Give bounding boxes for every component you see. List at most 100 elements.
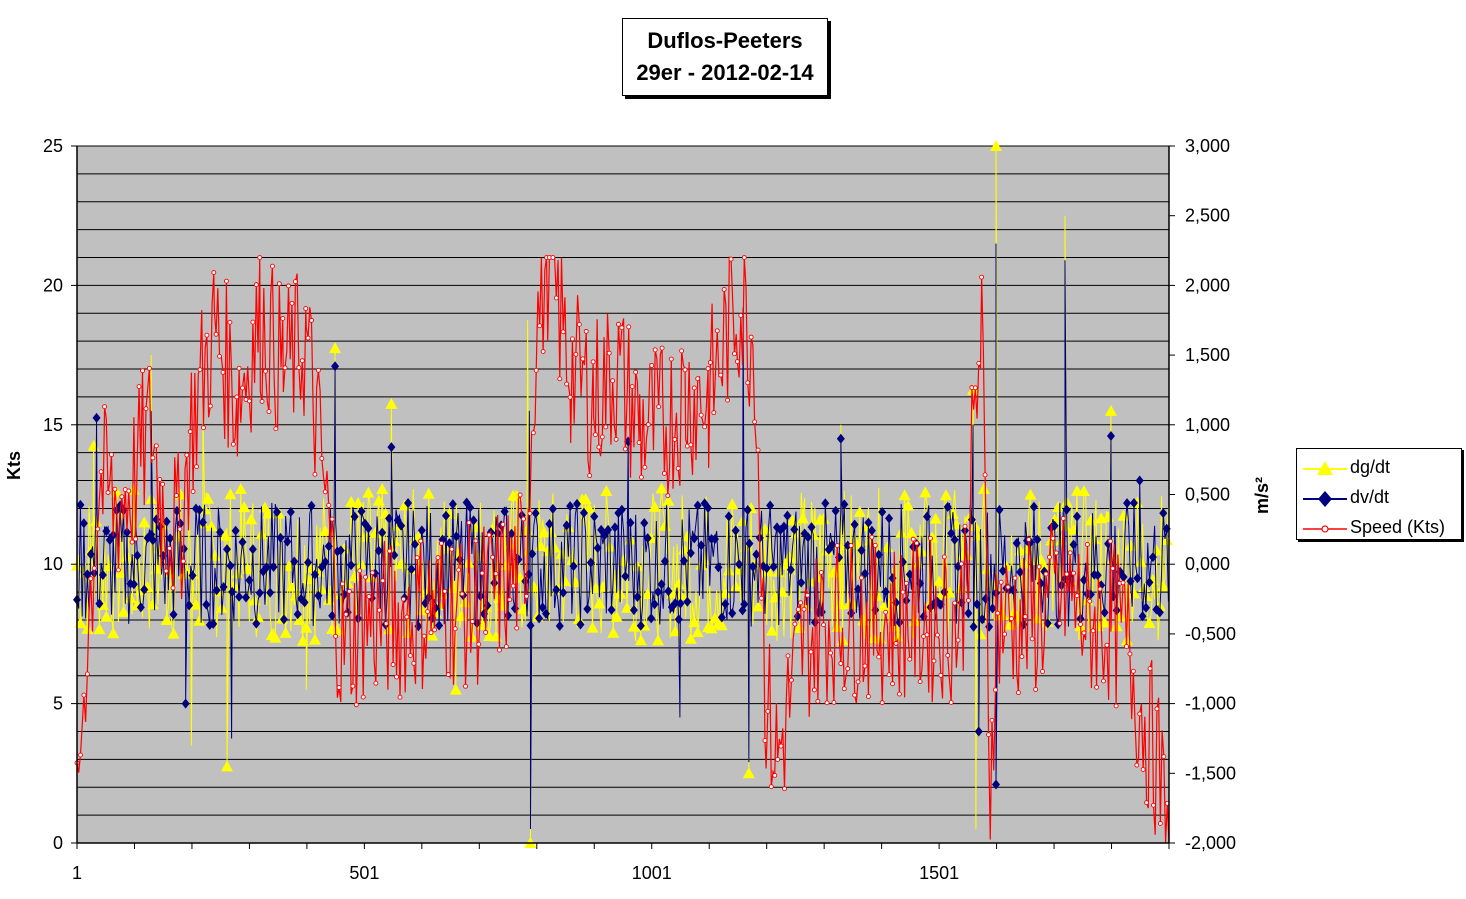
dv-point xyxy=(79,518,88,529)
speed-point xyxy=(931,658,937,664)
dg-point xyxy=(279,626,292,638)
dv-point xyxy=(448,499,457,510)
dg-point xyxy=(565,554,578,566)
dv-point xyxy=(331,361,340,372)
dv-point xyxy=(828,539,837,550)
dv-point xyxy=(721,599,730,610)
dv-point xyxy=(836,433,845,444)
speed-point xyxy=(486,532,492,538)
dg-point xyxy=(1052,501,1065,513)
dv-point xyxy=(840,499,849,510)
speed-point xyxy=(1022,614,1028,619)
speed-point xyxy=(682,367,688,373)
speed-point xyxy=(177,526,183,532)
speed-point xyxy=(569,336,575,342)
dg-point xyxy=(193,614,206,626)
speed-point xyxy=(986,732,991,738)
dv-point xyxy=(307,500,316,511)
speed-point xyxy=(615,321,621,327)
dg-point xyxy=(648,500,661,512)
speed-point xyxy=(1161,754,1167,760)
speed-point xyxy=(204,332,210,338)
speed-point xyxy=(236,365,242,371)
dv-point xyxy=(552,584,561,595)
speed-point xyxy=(537,323,543,329)
speed-point xyxy=(269,263,275,269)
dg-point xyxy=(1084,514,1097,526)
dg-point xyxy=(308,633,321,645)
dg-point xyxy=(372,494,385,506)
legend-speed-marker xyxy=(1303,525,1347,533)
dv-point xyxy=(762,563,771,574)
dv-point xyxy=(231,525,240,536)
dg-point xyxy=(234,482,247,494)
plot-area xyxy=(77,146,1169,843)
speed-point xyxy=(421,633,427,639)
speed-point xyxy=(834,543,840,548)
speed-point xyxy=(1067,550,1073,556)
speed-point xyxy=(194,464,199,470)
speed-line xyxy=(76,256,1170,844)
dv-point xyxy=(350,511,359,522)
dg-point xyxy=(902,499,915,511)
speed-point xyxy=(1104,642,1110,648)
speed-point xyxy=(510,583,516,589)
dv-point xyxy=(943,501,952,512)
speed-point xyxy=(1151,802,1156,808)
dv-point xyxy=(690,533,699,544)
dv-point xyxy=(579,507,588,518)
dv-point xyxy=(1119,571,1128,582)
speed-point xyxy=(445,672,451,677)
speed-point xyxy=(1094,684,1100,690)
speed-point xyxy=(824,700,830,706)
dv-point xyxy=(569,561,578,572)
dv-point xyxy=(531,508,540,519)
dg-point xyxy=(110,486,123,498)
dv-point xyxy=(548,503,557,514)
speed-point xyxy=(772,772,778,778)
dg-point xyxy=(255,527,268,539)
speed-point xyxy=(955,637,961,643)
dg-point xyxy=(793,622,806,634)
dv-point xyxy=(228,586,237,597)
dv-point xyxy=(735,559,744,570)
dv-line xyxy=(76,243,1169,830)
speed-point xyxy=(282,365,288,371)
speed-point xyxy=(573,351,579,357)
speed-point xyxy=(714,328,720,334)
dv-point xyxy=(566,501,575,512)
speed-point xyxy=(257,255,263,260)
y-axis-left-title: Kts xyxy=(4,450,24,480)
speed-point xyxy=(167,545,172,551)
dg-point xyxy=(834,598,847,610)
series-speed xyxy=(74,255,1170,844)
dv-point xyxy=(1016,567,1025,578)
speed-point xyxy=(197,367,203,373)
dv-point xyxy=(417,525,426,536)
dg-point xyxy=(352,497,365,509)
y-right-tick-label: -1,500 xyxy=(1185,763,1236,783)
dv-point xyxy=(545,519,554,530)
dv-point xyxy=(166,533,175,544)
dg-point xyxy=(853,505,866,517)
speed-point xyxy=(879,700,885,706)
speed-point xyxy=(500,521,506,527)
speed-point xyxy=(1107,538,1113,544)
dv-point xyxy=(92,412,101,423)
speed-point xyxy=(945,652,951,658)
speed-point xyxy=(798,600,804,606)
dg-point xyxy=(1117,509,1130,521)
dv-point xyxy=(804,532,813,543)
speed-point xyxy=(140,368,145,374)
dv-point xyxy=(76,499,85,510)
dv-point xyxy=(1100,607,1109,618)
y-left-tick-label: 20 xyxy=(43,275,63,295)
speed-point xyxy=(411,660,417,666)
dg-point xyxy=(765,624,778,636)
dv-point xyxy=(905,569,914,580)
dg-point xyxy=(742,767,755,779)
dv-point xyxy=(300,597,309,608)
dv-point xyxy=(790,524,799,535)
dv-point xyxy=(714,562,723,573)
speed-point xyxy=(496,647,502,653)
